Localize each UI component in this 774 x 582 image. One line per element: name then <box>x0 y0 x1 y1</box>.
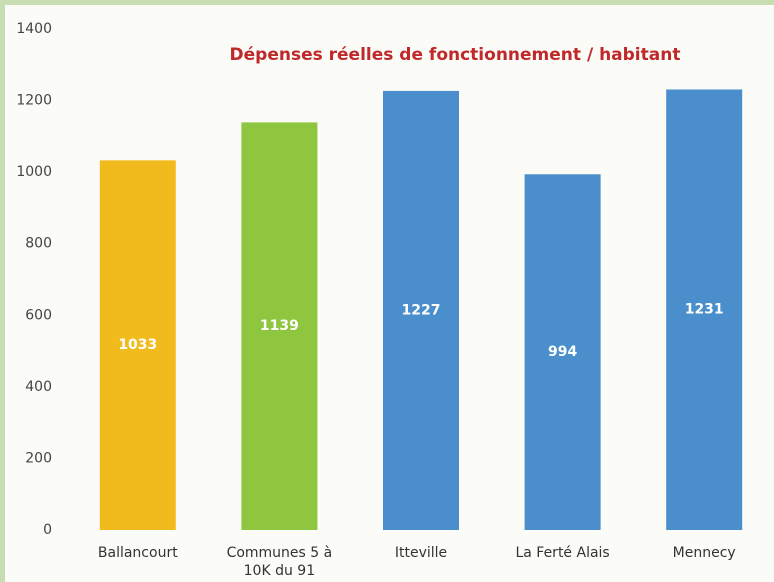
bar <box>524 174 601 531</box>
bar <box>383 90 459 530</box>
y-tick-label: 1000 <box>16 164 52 180</box>
value-label: 1033 <box>118 337 157 353</box>
y-tick-label: 800 <box>25 236 52 252</box>
y-tick-label: 400 <box>25 379 52 395</box>
y-tick-label: 0 <box>43 522 52 538</box>
x-tick-label: Ballancourt <box>97 545 178 561</box>
bar <box>241 122 318 531</box>
x-tick-label: Mennecy <box>672 545 736 561</box>
x-tick-label: Communes 5 à 10K du 91 <box>226 545 333 579</box>
x-tick-label: La Ferté Alais <box>515 545 610 561</box>
value-label: 1231 <box>685 302 724 318</box>
bar <box>666 89 743 531</box>
y-tick-label: 200 <box>25 450 52 466</box>
y-tick-label: 1200 <box>16 93 52 109</box>
x-tick-label: Itteville <box>394 545 448 561</box>
chart-title: Dépenses réelles de fonctionnement / hab… <box>230 45 681 65</box>
y-tick-label: 600 <box>25 307 52 323</box>
value-label: 994 <box>548 344 577 360</box>
value-label: 1139 <box>260 318 299 334</box>
bar <box>99 160 176 531</box>
value-label: 1227 <box>402 302 441 318</box>
y-tick-label: 1400 <box>16 21 52 37</box>
